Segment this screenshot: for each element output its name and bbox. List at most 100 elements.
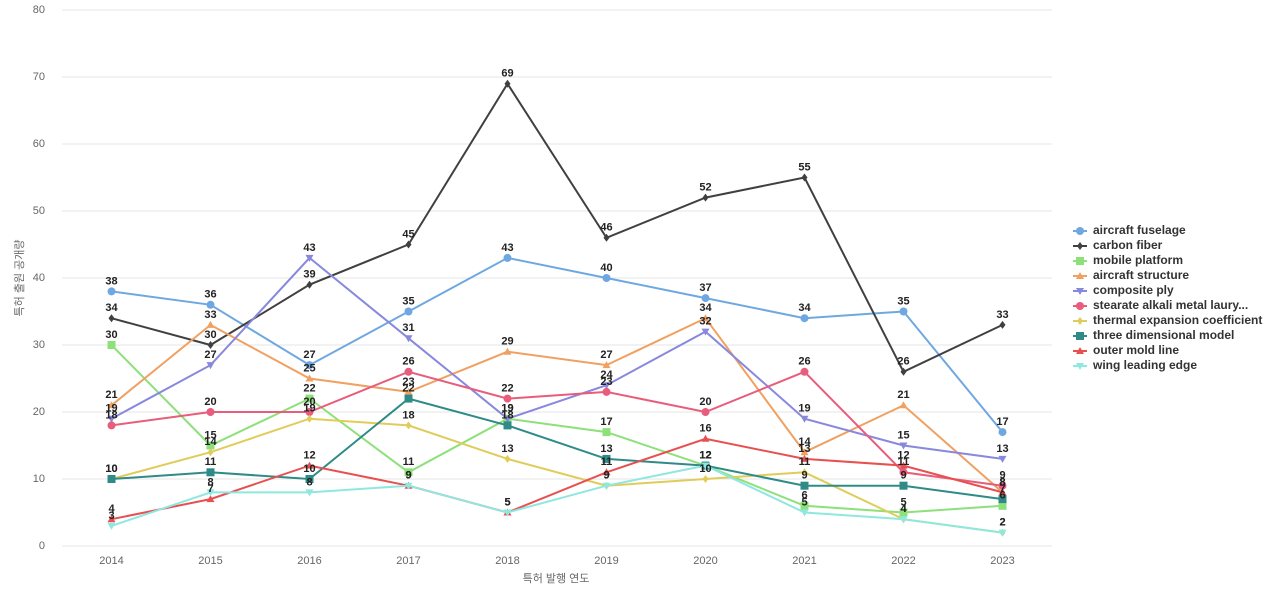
y-tick-label: 40 [33,272,45,284]
data-label: 43 [501,242,513,254]
data-label: 33 [996,309,1008,321]
data-label: 4 [108,503,115,515]
point [801,173,808,182]
point [305,374,314,382]
point [405,421,412,430]
point [107,475,116,483]
data-label: 9 [603,470,609,482]
data-label: 55 [798,161,810,173]
point [701,434,710,442]
data-label: 12 [303,450,315,462]
data-label: 26 [798,356,810,368]
x-tick-label: 2021 [792,555,816,567]
point [899,508,908,517]
point [305,254,314,262]
point [603,233,610,242]
line [110,316,1004,494]
y-tick-label: 0 [39,540,45,552]
point [306,280,313,289]
point [602,274,611,282]
x-tick-label: 2020 [693,555,717,567]
y-axis-label: 특허 출원 공개량 [13,240,26,317]
point [503,394,512,403]
point [404,307,413,316]
line [111,256,1004,433]
point [206,362,215,370]
point [998,488,1007,496]
point [800,448,809,456]
data-label: 11 [799,456,811,468]
point [206,468,215,477]
point [602,387,611,396]
legend-label: aircraft structure [1093,268,1189,282]
point [899,461,908,469]
data-label: 45 [402,228,414,240]
data-label: 20 [699,396,711,408]
point [899,307,908,316]
point [107,415,116,423]
point [107,421,116,430]
data-label: 10 [303,463,315,475]
data-label: 10 [105,463,117,475]
line [110,344,1003,514]
series [107,394,1007,504]
point [206,495,215,503]
data-label: 19 [501,403,513,415]
point [108,314,115,323]
point [701,328,710,336]
y-tick-label: 30 [33,339,45,351]
data-label: 34 [699,302,712,314]
legend-marker [1076,288,1084,295]
data-label: 15 [897,429,909,441]
data-label: 12 [699,450,711,462]
legend-marker [1077,242,1083,250]
data-label: 6 [999,490,1005,502]
data-label: 26 [402,356,414,368]
data-label: 4 [900,503,907,515]
legend-label: aircraft fuselage [1093,223,1186,237]
series [107,341,1007,517]
point [800,454,809,462]
data-label: 69 [501,68,513,80]
point [999,320,1006,329]
data-label: 10 [699,463,711,475]
point [800,367,809,376]
data-label: 11 [205,456,217,468]
data-label: 21 [105,389,117,401]
point [206,408,215,416]
data-label: 9 [900,470,906,482]
point [701,462,710,470]
x-tick-label: 2023 [990,555,1014,567]
data-label: 8 [306,476,312,488]
data-label: 20 [303,396,315,408]
data-label: 27 [204,349,216,361]
x-tick-label: 2022 [891,555,915,567]
y-tick-label: 80 [33,4,45,16]
point [602,454,611,463]
data-label: 7 [999,483,1005,495]
line [111,437,1003,521]
data-label: 13 [798,443,810,455]
legend-label: composite ply [1093,283,1174,297]
series [107,253,1007,437]
line [111,370,1003,487]
point [702,193,709,202]
data-label: 13 [600,443,612,455]
point [404,387,413,395]
data-label: 30 [105,329,117,341]
point [602,428,611,437]
data-label: 12 [897,450,909,462]
line [111,256,1003,460]
data-label: 16 [699,423,711,435]
point [998,529,1007,537]
point [998,495,1007,504]
point [206,489,215,497]
legend-marker [1076,227,1084,235]
data-label: 19 [105,403,117,415]
legend-marker [1076,332,1084,340]
data-label: 3 [108,510,114,522]
point [800,314,809,323]
point [503,421,512,430]
